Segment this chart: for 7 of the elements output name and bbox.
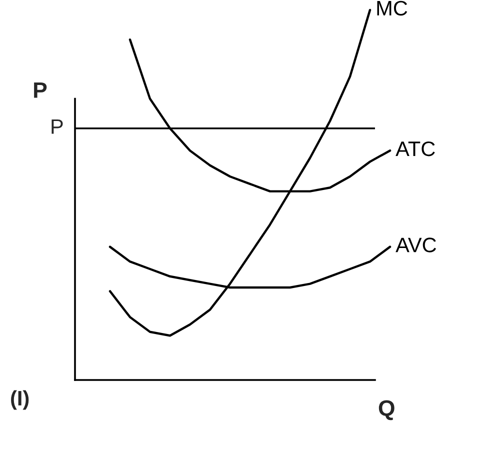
ref-line-label: P <box>52 119 63 134</box>
x-axis-title: Q <box>378 400 394 420</box>
y-axis-title: P <box>34 82 47 98</box>
series-label: MC <box>377 0 408 16</box>
series-label: ATC <box>396 141 435 156</box>
text: (I) <box>11 390 29 410</box>
series-label: AVC <box>396 238 436 252</box>
